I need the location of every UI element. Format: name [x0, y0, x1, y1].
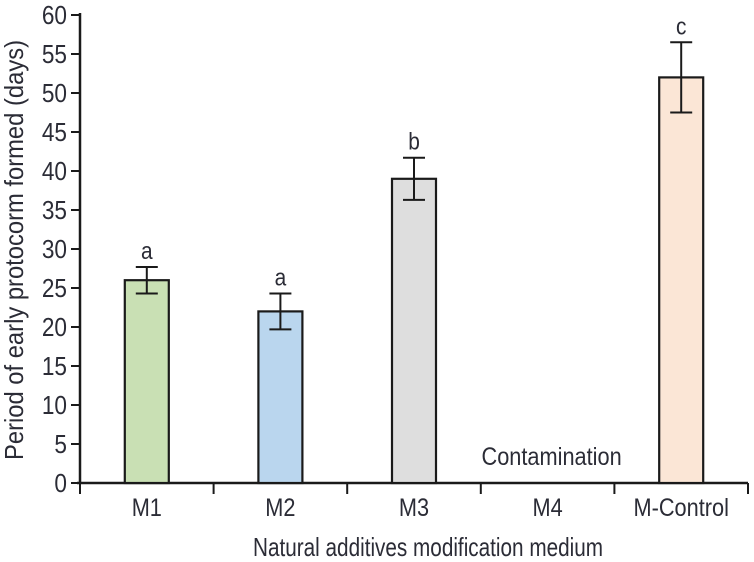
contamination-label: Contamination: [482, 443, 622, 471]
y-tick-label: 5: [54, 431, 67, 460]
sig-letter-m-control: c: [676, 13, 686, 40]
sig-letter-m3: b: [408, 128, 420, 155]
bar-m3: [390, 177, 438, 485]
sig-letter-m2: a: [275, 264, 287, 291]
bar-m1: [123, 279, 170, 485]
x-axis-title: Natural additives modification medium: [253, 532, 603, 562]
x-tick-label-m-control: M-Control: [633, 494, 728, 522]
y-tick-label: 40: [42, 158, 67, 187]
x-tick-label-m4: M4: [532, 494, 562, 522]
bar-m2: [257, 310, 304, 485]
y-tick-label: 10: [42, 392, 67, 421]
y-tick-label: 0: [54, 470, 67, 499]
bar-m-control: [658, 76, 705, 485]
y-tick-label: 45: [42, 119, 67, 148]
x-tick-label-m1: M1: [132, 494, 162, 522]
y-tick-label: 50: [42, 80, 67, 109]
y-tick-label: 30: [42, 236, 67, 265]
y-tick-label: 25: [42, 275, 67, 304]
y-tick-label: 35: [42, 197, 67, 226]
y-tick-label: 20: [42, 314, 67, 343]
y-axis-title: Period of early protocorm formed (days): [0, 40, 29, 460]
sig-letter-m1: a: [141, 238, 153, 265]
y-tick-label: 60: [42, 2, 67, 31]
x-tick-label-m3: M3: [399, 494, 429, 522]
y-tick-label: 15: [42, 353, 67, 382]
x-tick-label-m2: M2: [265, 494, 295, 522]
y-tick-label: 55: [42, 41, 67, 70]
